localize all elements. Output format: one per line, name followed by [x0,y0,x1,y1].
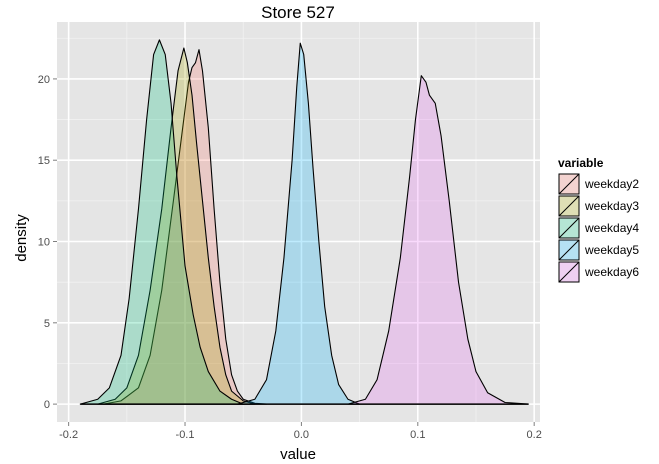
legend-label-weekday2: weekday2 [584,177,639,191]
x-axis-label: value [280,446,316,463]
legend-key-weekday5 [557,238,581,262]
legend-key-weekday4 [557,216,581,240]
legend-label-weekday6: weekday6 [584,265,639,279]
density-series [79,39,529,405]
y-tick-label: 5 [44,318,50,330]
density-area-weekday4 [79,39,244,405]
legend-label-weekday5: weekday5 [584,243,639,257]
x-tick-label: -0.1 [176,429,195,441]
chart-title: Store 527 [261,3,335,22]
x-tick-label: -0.2 [59,429,78,441]
legend-label-weekday3: weekday3 [584,199,639,213]
legend-title: variable [558,156,604,170]
legend-key-weekday6 [557,260,581,284]
density-area-weekday3 [97,47,256,405]
y-tick-label: 20 [38,74,50,86]
legend-key-weekday2 [557,172,581,196]
x-axis: -0.2 -0.1 0.0 0.1 0.2 [59,422,542,441]
x-tick-label: 0.0 [294,429,309,441]
x-tick-label: 0.1 [410,429,425,441]
legend-key-weekday3 [557,194,581,218]
y-axis: 0 5 10 15 20 [38,74,57,411]
legend: variable weekday2 weekday3 weekday4 weekday… [557,156,639,284]
y-tick-label: 15 [38,155,50,167]
density-area-weekday6 [347,75,529,405]
y-axis-label: density [13,214,30,262]
x-tick-label: 0.2 [527,429,542,441]
density-area-weekday5 [236,42,361,405]
y-tick-label: 0 [44,399,50,411]
grid-minor [57,22,540,422]
y-tick-label: 10 [38,237,50,249]
legend-label-weekday4: weekday4 [584,221,639,235]
density-area-weekday2 [103,49,268,405]
